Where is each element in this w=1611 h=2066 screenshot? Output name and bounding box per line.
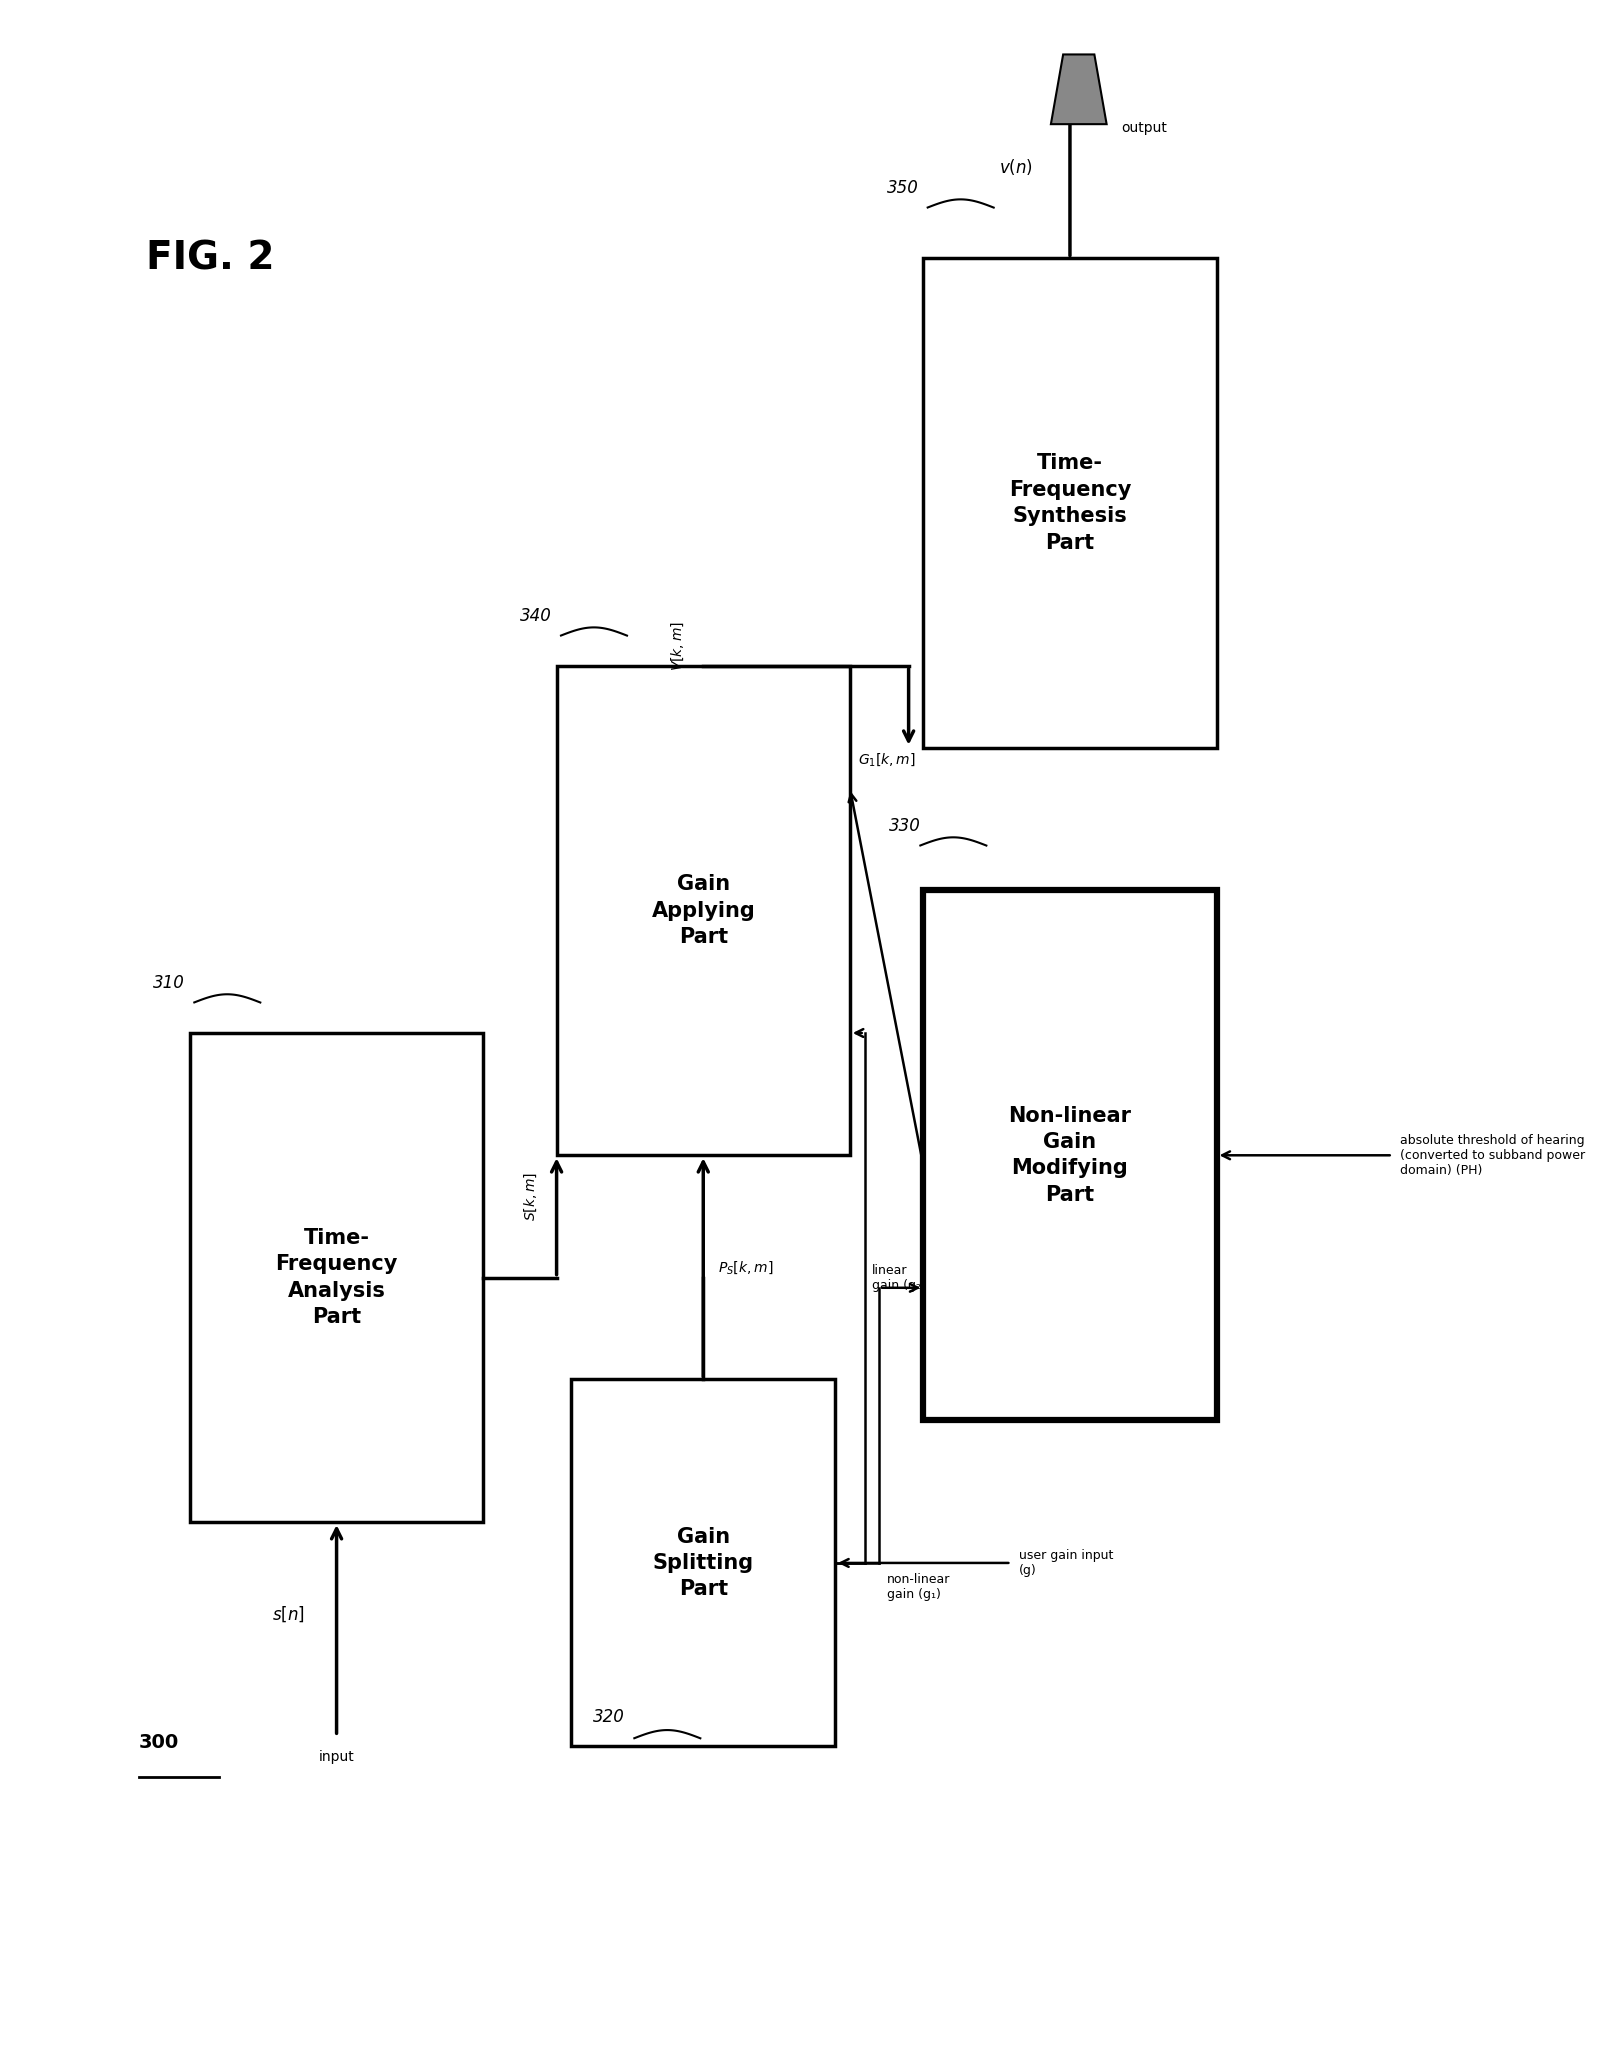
- FancyBboxPatch shape: [556, 665, 851, 1155]
- Text: $S[k,m]$: $S[k,m]$: [522, 1171, 540, 1221]
- FancyBboxPatch shape: [572, 1380, 834, 1746]
- Text: Non-linear
Gain
Modifying
Part: Non-linear Gain Modifying Part: [1008, 1105, 1131, 1204]
- Text: 350: 350: [886, 180, 918, 198]
- Text: $V[k,m]$: $V[k,m]$: [670, 620, 686, 671]
- Text: absolute threshold of hearing
(converted to subband power
domain) (PH): absolute threshold of hearing (converted…: [1400, 1134, 1585, 1178]
- Text: Gain
Applying
Part: Gain Applying Part: [651, 874, 756, 946]
- Text: FIG. 2: FIG. 2: [147, 240, 274, 277]
- FancyBboxPatch shape: [923, 258, 1216, 748]
- Text: Time-
Frequency
Synthesis
Part: Time- Frequency Synthesis Part: [1008, 452, 1131, 554]
- Text: $G_1[k,m]$: $G_1[k,m]$: [857, 752, 915, 769]
- Text: non-linear
gain (g₁): non-linear gain (g₁): [886, 1572, 950, 1601]
- Text: output: output: [1121, 122, 1168, 134]
- FancyBboxPatch shape: [923, 890, 1216, 1419]
- Text: $v(n)$: $v(n)$: [999, 157, 1033, 178]
- Text: 330: 330: [889, 818, 920, 835]
- Text: 320: 320: [593, 1709, 625, 1725]
- Text: 300: 300: [139, 1733, 179, 1752]
- Text: linear
gain (g₂): linear gain (g₂): [872, 1264, 926, 1291]
- Text: Gain
Splitting
Part: Gain Splitting Part: [652, 1527, 754, 1599]
- Text: 310: 310: [153, 975, 185, 992]
- Polygon shape: [1050, 54, 1107, 124]
- Text: 340: 340: [520, 607, 553, 626]
- Text: Time-
Frequency
Analysis
Part: Time- Frequency Analysis Part: [275, 1227, 398, 1326]
- FancyBboxPatch shape: [190, 1033, 483, 1523]
- Text: $P_S[k,m]$: $P_S[k,m]$: [719, 1258, 773, 1277]
- Text: $s[n]$: $s[n]$: [272, 1603, 304, 1624]
- Text: user gain input
(g): user gain input (g): [1018, 1550, 1113, 1576]
- Text: input: input: [319, 1750, 354, 1764]
